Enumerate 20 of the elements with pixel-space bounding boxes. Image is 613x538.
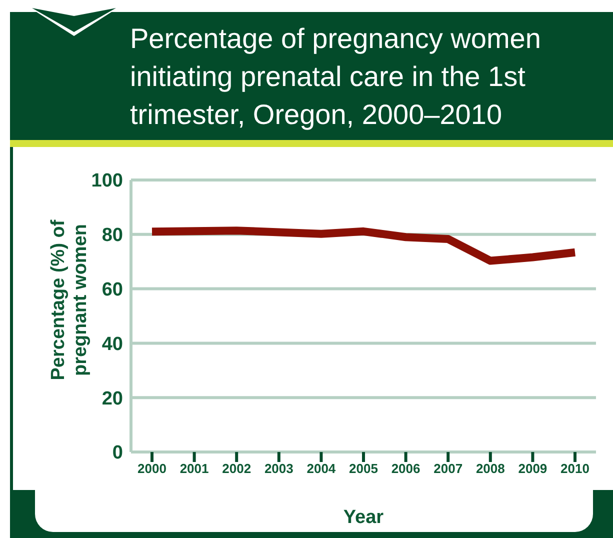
x-tick-label: 2007	[434, 461, 463, 476]
y-tick-label: 20	[102, 388, 123, 410]
x-tick-label: 2009	[518, 461, 548, 476]
x-tick-label: 2004	[306, 461, 336, 476]
x-tick-label: 2010	[560, 461, 590, 476]
chart-title: Percentage of pregnancy women initiating prenatal care in the 1st trimester, Oregon, 2000–2010	[130, 22, 542, 132]
y-tick-label: 60	[102, 280, 123, 301]
x-tick-label: 2006	[391, 461, 420, 476]
x-tick-label: 2005	[349, 461, 378, 476]
x-tick-label: 2008	[476, 461, 505, 476]
x-axis-title: Year	[342, 507, 385, 529]
y-tick-label: 80	[102, 225, 123, 246]
y-tick-label: 100	[91, 170, 123, 192]
x-tick-label: 2003	[264, 461, 294, 476]
x-tick-label: 2002	[222, 461, 252, 476]
y-axis-title: Percentage (%) of pregnant women	[48, 218, 92, 382]
x-tick-label: 2001	[180, 461, 209, 476]
x-tick-label: 2000	[138, 461, 166, 476]
y-tick-label: 0	[112, 442, 123, 464]
y-tick-label: 40	[102, 334, 123, 355]
